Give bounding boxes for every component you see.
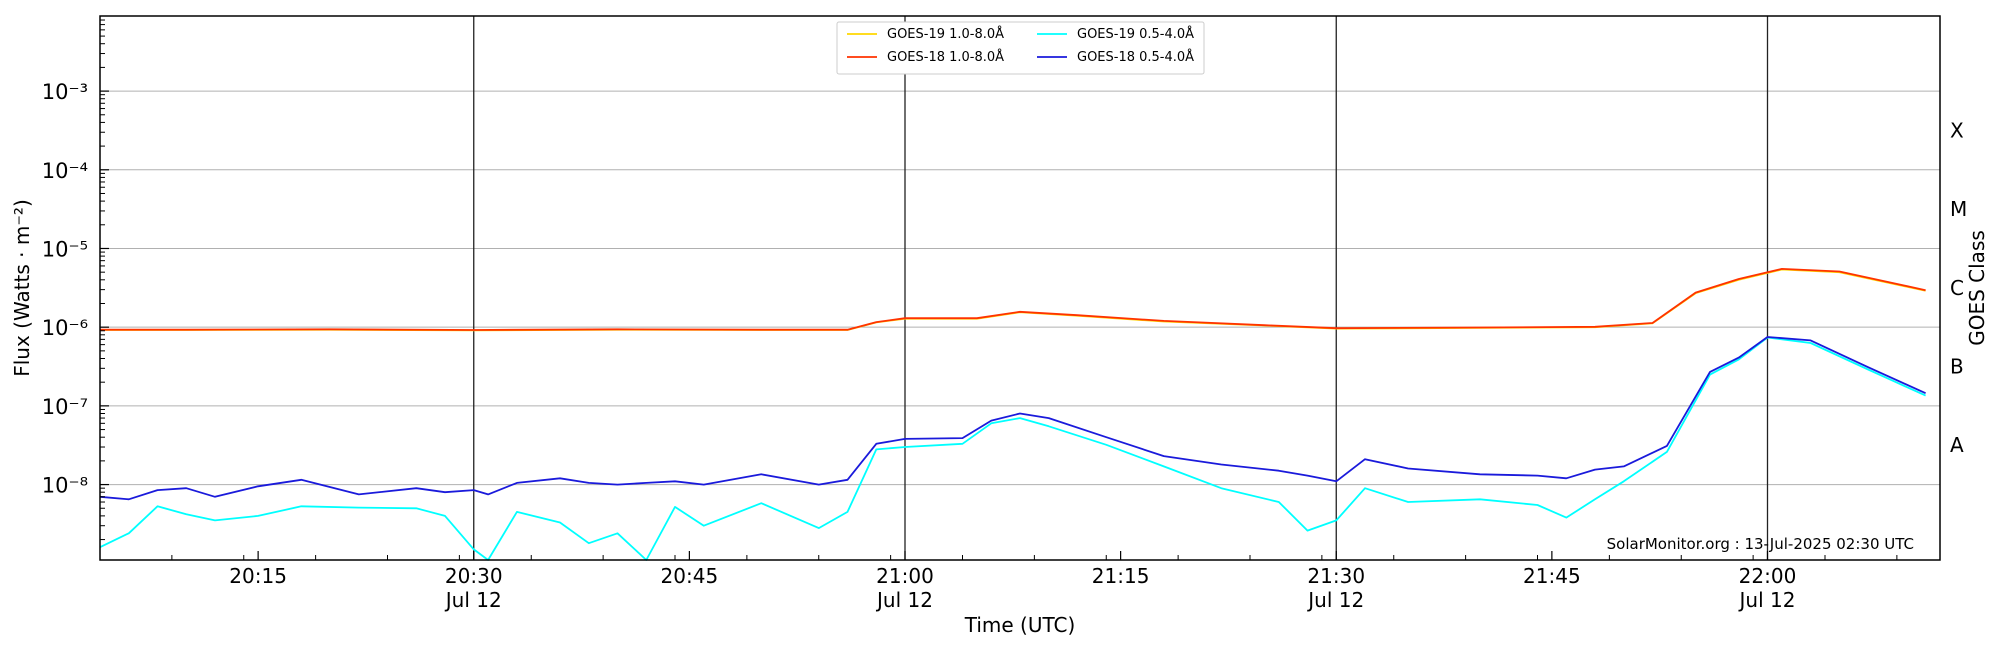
legend-label: GOES-18 0.5-4.0Å <box>1077 49 1194 65</box>
y-tick-label: 10⁻⁵ <box>42 237 88 261</box>
x-tick-label: 20:30 <box>445 564 503 588</box>
x-tick-label: 21:00 <box>876 564 934 588</box>
goes-class-labels: X M C B A <box>1950 118 1967 457</box>
y-tick-label: 10⁻⁸ <box>42 474 88 498</box>
x-tick-label: 21:30 <box>1307 564 1365 588</box>
x-tick-date-label: Jul 12 <box>1738 588 1796 612</box>
series-line-3 <box>99 336 1926 501</box>
goes-class-label: B <box>1950 355 1964 379</box>
x-tick-date-label: Jul 12 <box>1306 588 1364 612</box>
x-tick-label: 20:45 <box>661 564 719 588</box>
y-tick-label: 10⁻⁴ <box>42 159 88 183</box>
x-tick-label: 21:15 <box>1092 564 1150 588</box>
series-line-1 <box>100 267 1926 331</box>
x-tick-label: 20:15 <box>229 564 287 588</box>
y-tick-label: 10⁻³ <box>42 80 88 104</box>
legend-label: GOES-19 0.5-4.0Å <box>1077 26 1194 42</box>
y-tick-label: 10⁻⁶ <box>42 316 88 340</box>
legend: GOES-19 1.0-8.0Å GOES-18 1.0-8.0Å GOES-19 … <box>836 21 1205 75</box>
x-tick-date-label: Jul 12 <box>444 588 502 612</box>
series-line-2 <box>99 336 1926 561</box>
series-layer <box>99 267 1926 561</box>
legend-label: GOES-19 1.0-8.0Å <box>887 26 1004 42</box>
y-tick-label: 10⁻⁷ <box>42 395 88 419</box>
plot-frame <box>99 15 1941 561</box>
day-marker-lines <box>473 16 1769 560</box>
goes-class-label: A <box>1950 433 1964 457</box>
x-tick-label: 21:45 <box>1523 564 1581 588</box>
y-axis-ticks: 10⁻⁸ 10⁻⁷ 10⁻⁶ 10⁻⁵ 10⁻⁴ 10⁻³ <box>42 19 109 541</box>
y2-axis-label: GOES Class <box>1965 230 1989 346</box>
x-tick-date-label: Jul 12 <box>875 588 933 612</box>
goes-class-label: C <box>1950 276 1964 300</box>
x-tick-label: 22:00 <box>1739 564 1797 588</box>
series-line-0 <box>100 268 1926 332</box>
legend-box <box>836 21 1205 75</box>
goes-class-label: M <box>1950 197 1967 221</box>
annotation: SolarMonitor.org : 13-Jul-2025 02:30 UTC <box>1607 535 1914 553</box>
goes-class-label: X <box>1950 118 1964 142</box>
y-axis-label: Flux (Watts · m⁻²) <box>10 199 34 377</box>
grid-layer <box>100 90 1940 486</box>
x-axis-label: Time (UTC) <box>964 613 1076 637</box>
legend-label: GOES-18 1.0-8.0Å <box>887 49 1004 65</box>
